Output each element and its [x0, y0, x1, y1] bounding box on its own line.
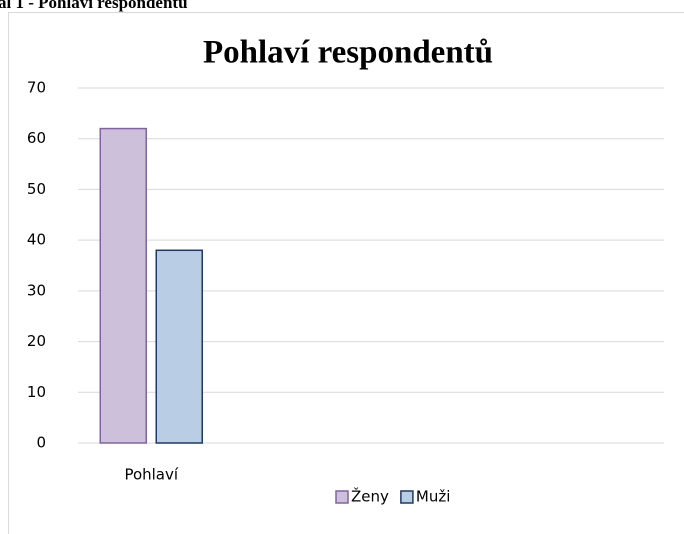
caption: al 1 - Pohlaví respondentů: [0, 0, 188, 12]
bar: [155, 249, 203, 444]
y-tick-label: 40: [27, 231, 46, 249]
y-tick-label: 20: [27, 332, 46, 350]
y-tick-label: 60: [27, 129, 46, 147]
legend-swatch: [335, 490, 349, 504]
chart-title: Pohlaví respondentů: [203, 35, 493, 71]
legend-label: Muži: [416, 488, 451, 506]
y-tick-label: 30: [27, 281, 46, 299]
x-tick-label: Pohlaví: [124, 466, 178, 484]
y-tick-label: 70: [27, 79, 46, 97]
y-tick-label: 50: [27, 180, 46, 198]
y-tick-label: 0: [36, 434, 46, 452]
bar: [99, 127, 147, 444]
y-tick-label: 10: [27, 383, 46, 401]
legend-swatch: [400, 490, 414, 504]
legend-label: Ženy: [351, 487, 389, 506]
